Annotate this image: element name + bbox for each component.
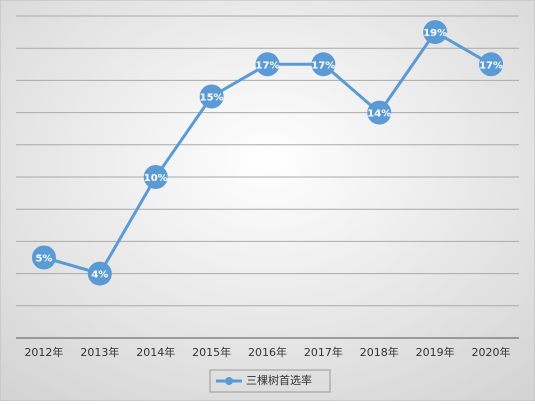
x-tick-label: 2015年 [192, 345, 231, 359]
data-label: 4% [91, 270, 108, 281]
x-tick-label: 2020年 [472, 345, 511, 359]
data-label: 15% [200, 93, 224, 104]
marker [143, 165, 168, 189]
marker [479, 52, 504, 77]
x-tick-label: 2018年 [360, 345, 399, 359]
marker [423, 20, 448, 45]
legend-swatch-marker [225, 377, 233, 385]
data-label: 14% [367, 109, 391, 120]
marker [255, 52, 280, 77]
marker [199, 84, 224, 109]
marker [367, 100, 392, 125]
x-tick-label: 2013年 [80, 345, 119, 359]
legend-label: 三棵树首选率 [246, 373, 312, 387]
x-tick-label: 2017年 [304, 345, 343, 359]
x-tick-label: 2019年 [416, 345, 455, 359]
data-label: 10% [144, 173, 168, 184]
x-tick-label: 2012年 [24, 345, 63, 359]
legend-box [209, 369, 331, 393]
data-label: 5% [35, 254, 52, 265]
data-label: 17% [311, 60, 335, 71]
x-tick-label: 2014年 [136, 345, 175, 359]
x-tick-label: 2016年 [248, 345, 287, 359]
data-label: 17% [479, 60, 503, 71]
data-label: 19% [423, 28, 447, 39]
marker [311, 52, 336, 77]
marker [87, 261, 112, 286]
data-label: 17% [256, 60, 280, 71]
marker [31, 245, 56, 270]
